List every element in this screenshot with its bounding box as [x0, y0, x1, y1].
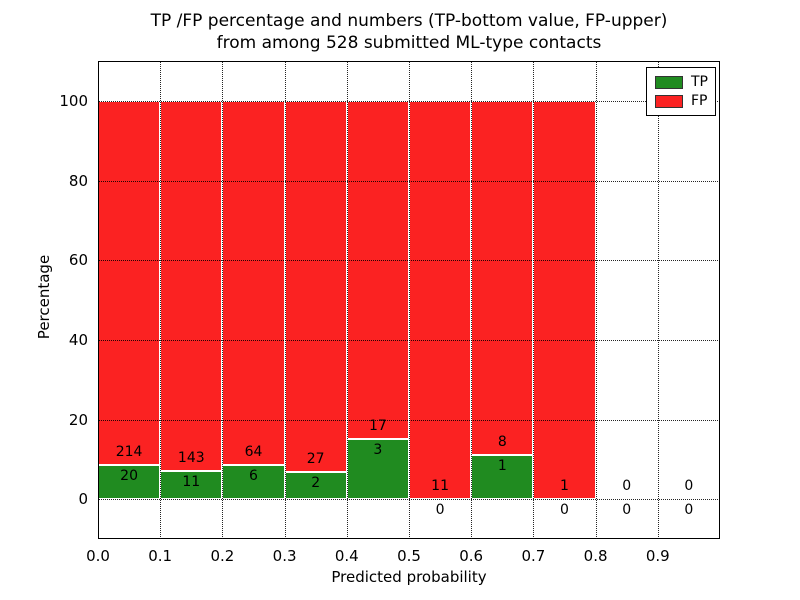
- fp-count-label: 143: [177, 449, 205, 466]
- legend-item-tp: TP: [655, 73, 715, 92]
- fp-count-label: 0: [622, 478, 632, 495]
- tp-bar-segment: [471, 454, 534, 500]
- y-gridline: [98, 260, 720, 262]
- tp-count-label: 2: [311, 474, 321, 491]
- tp-count-label: 1: [497, 457, 507, 474]
- chart-title-line1: TP /FP percentage and numbers (TP-bottom…: [150, 11, 668, 31]
- x-tick-label: 0.4: [334, 547, 359, 565]
- tp-count-label: 3: [373, 442, 383, 459]
- x-tick-label: 0.1: [148, 547, 173, 565]
- x-gridline: [471, 61, 473, 539]
- fp-bar-segment: [160, 100, 223, 471]
- tp-count-label: 0: [622, 502, 632, 519]
- fp-bar-segment: [533, 100, 596, 500]
- x-tick-label: 0.9: [645, 547, 670, 565]
- x-tick-label: 0.5: [397, 547, 421, 565]
- tp-count-label: 11: [182, 473, 201, 490]
- fp-bar-segment: [346, 100, 409, 440]
- y-gridline: [98, 499, 720, 501]
- fp-count-label: 64: [244, 444, 263, 461]
- x-tick-label: 0.2: [210, 547, 235, 565]
- fp-bar-segment: [471, 100, 534, 455]
- tp-legend-label: TP: [691, 74, 708, 90]
- x-gridline: [284, 61, 286, 539]
- x-gridline: [657, 61, 659, 539]
- tp-legend-swatch: [655, 76, 683, 89]
- fp-count-label: 8: [497, 433, 507, 450]
- x-gridline: [222, 61, 224, 539]
- y-tick-label: 80: [68, 171, 88, 190]
- x-tick-label: 0.0: [86, 547, 110, 565]
- fp-legend-swatch: [655, 95, 683, 108]
- tp-count-label: 20: [120, 468, 138, 485]
- fp-bar-segment: [98, 100, 161, 466]
- fp-bar-segment: [222, 100, 285, 466]
- x-gridline: [346, 61, 348, 539]
- fp-legend-label: FP: [691, 93, 708, 109]
- y-gridline: [98, 419, 720, 421]
- y-gridline: [98, 180, 720, 182]
- tp-count-label: 0: [435, 502, 445, 519]
- fp-count-label: 17: [368, 418, 387, 435]
- fp-bar-segment: [284, 100, 347, 472]
- tp-bar-segment: [222, 465, 285, 500]
- x-gridline: [409, 61, 410, 539]
- x-gridline: [533, 61, 535, 539]
- legend: TP FP: [646, 67, 716, 116]
- x-axis-label: Predicted probability: [331, 568, 487, 586]
- fp-count-label: 27: [306, 450, 325, 467]
- x-tick-label: 0.3: [272, 547, 297, 565]
- y-tick-label: 40: [68, 330, 88, 349]
- fp-count-label: 0: [684, 478, 694, 495]
- y-tick-label: 0: [78, 490, 88, 509]
- y-tick-label: 100: [59, 91, 88, 110]
- y-tick-label: 20: [68, 410, 88, 429]
- x-tick-label: 0.7: [521, 547, 546, 565]
- legend-item-fp: FP: [655, 92, 715, 111]
- y-tick-label: 60: [68, 251, 88, 270]
- y-gridline: [98, 100, 720, 102]
- tp-bar-segment: [284, 471, 347, 500]
- tp-count-label: 6: [249, 468, 258, 485]
- x-tick-label: 0.8: [583, 547, 608, 565]
- tp-count-label: 0: [684, 502, 694, 519]
- x-gridline: [160, 61, 162, 539]
- x-gridline: [595, 61, 597, 539]
- chart-title-line2: from among 528 submitted ML-type contact…: [216, 33, 602, 53]
- fp-count-label: 11: [431, 478, 449, 495]
- tp-count-label: 0: [560, 502, 569, 519]
- fp-bar-segment: [409, 100, 472, 500]
- x-tick-label: 0.6: [459, 547, 484, 565]
- fp-count-label: 214: [115, 444, 143, 461]
- fp-count-label: 1: [560, 478, 569, 495]
- y-gridline: [98, 339, 720, 341]
